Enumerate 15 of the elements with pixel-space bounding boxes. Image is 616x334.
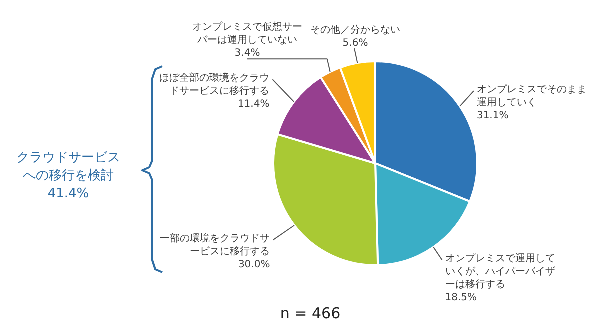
data-label: 30.0% [238, 260, 270, 271]
slice-label: 一部の環境をクラウドサービスに移行する [160, 232, 270, 258]
data-label: 3.4% [234, 48, 260, 60]
slice-label: その他／分からない [310, 24, 401, 36]
slice-label: オンプレミスで仮想サーバーは運用していない [192, 21, 303, 46]
slice-label: オンプレミスで運用していくが、ハイパーバイザーは移行する [445, 252, 556, 291]
data-label: 11.4% [238, 99, 270, 110]
text: 41.4% [48, 186, 90, 202]
data-label: 31.1% [476, 110, 509, 122]
text: クラウドサービスへの移行を検討 [16, 150, 120, 184]
text: n = 466 [280, 304, 341, 322]
slice-label: ほぼ全部の環境をクラウドサービスに移行する [160, 72, 270, 98]
data-label: 18.5% [445, 292, 478, 304]
data-label: 5.6% [342, 38, 368, 50]
slice-label: オンプレミスでそのまま運用していく [476, 84, 587, 109]
